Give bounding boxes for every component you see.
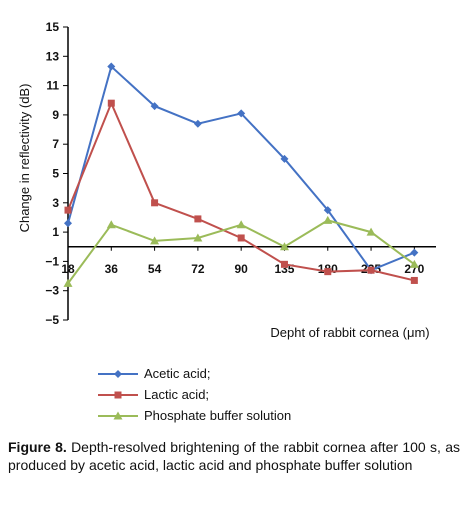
- data-point: [410, 248, 419, 257]
- legend-swatch-icon: [98, 410, 138, 422]
- y-tick-label: 5: [52, 167, 59, 181]
- data-point: [324, 268, 332, 276]
- y-tick-label: 9: [52, 108, 59, 122]
- y-tick-label: 13: [46, 49, 60, 63]
- y-tick-label: −1: [45, 254, 59, 268]
- data-point: [64, 206, 72, 214]
- series-lines: [63, 62, 419, 287]
- data-point: [193, 233, 203, 242]
- data-point: [193, 119, 202, 128]
- legend-item: Acetic acid;: [98, 363, 291, 384]
- x-axis-title: Depht of rabbit cornea (μm): [270, 325, 429, 340]
- figure-caption: Figure 8. Depth-resolved brightening of …: [8, 438, 460, 474]
- data-point: [236, 220, 246, 229]
- y-axis-title: Change in reflectivity (dB): [17, 84, 32, 233]
- data-point: [237, 109, 246, 118]
- y-tick-label: 11: [46, 79, 59, 93]
- x-tick-label: 90: [234, 262, 248, 276]
- legend-marker: [113, 411, 123, 419]
- x-tick-label: 36: [105, 262, 119, 276]
- data-point: [150, 236, 160, 245]
- caption-text: Depth-resolved brightening of the rabbit…: [8, 439, 460, 473]
- data-point: [64, 219, 72, 228]
- data-point: [151, 199, 159, 207]
- y-tick-label: 1: [52, 225, 59, 239]
- legend-label: Lactic acid;: [144, 387, 210, 402]
- y-tick-label: 3: [52, 196, 59, 210]
- data-point: [106, 220, 116, 229]
- legend-swatch-icon: [98, 389, 138, 401]
- data-point: [323, 215, 333, 224]
- data-point: [367, 266, 375, 274]
- y-tick-label: −5: [45, 313, 59, 327]
- series-line: [67, 100, 415, 282]
- data-point: [366, 227, 376, 236]
- caption-label: Figure 8.: [8, 439, 67, 455]
- data-point: [410, 276, 418, 284]
- y-tick-label: −3: [45, 284, 59, 298]
- legend-swatch-icon: [98, 368, 138, 380]
- x-tick-label: 18: [61, 262, 75, 276]
- data-point: [150, 102, 159, 111]
- data-point: [280, 154, 289, 163]
- y-tick-label: 15: [46, 20, 60, 34]
- x-tick-label: 270: [404, 262, 424, 276]
- data-point: [279, 242, 289, 251]
- data-point: [63, 278, 73, 287]
- series-0: [64, 62, 419, 275]
- legend-item: Phosphate buffer solution: [98, 405, 291, 426]
- data-point: [194, 215, 202, 223]
- y-tick-label: 7: [52, 137, 59, 151]
- x-tick-label: 72: [191, 262, 205, 276]
- y-axis: 15 13 11 9 7 5 3 1 −1 −3 −5: [45, 20, 69, 327]
- data-point: [323, 206, 332, 215]
- data-point: [280, 260, 288, 268]
- data-point: [409, 259, 419, 268]
- series-2: [63, 215, 419, 287]
- data-point: [107, 99, 115, 107]
- x-tick-label: 54: [148, 262, 162, 276]
- data-point: [107, 62, 116, 71]
- legend-item: Lactic acid;: [98, 384, 291, 405]
- legend-marker: [114, 391, 122, 398]
- legend-marker: [114, 369, 122, 378]
- data-point: [237, 234, 245, 242]
- series-1: [64, 99, 418, 284]
- legend-label: Phosphate buffer solution: [144, 408, 292, 423]
- legend: Acetic acid; Lactic acid; Phosphate buffer…: [98, 363, 291, 426]
- legend-label: Acetic acid;: [144, 366, 211, 381]
